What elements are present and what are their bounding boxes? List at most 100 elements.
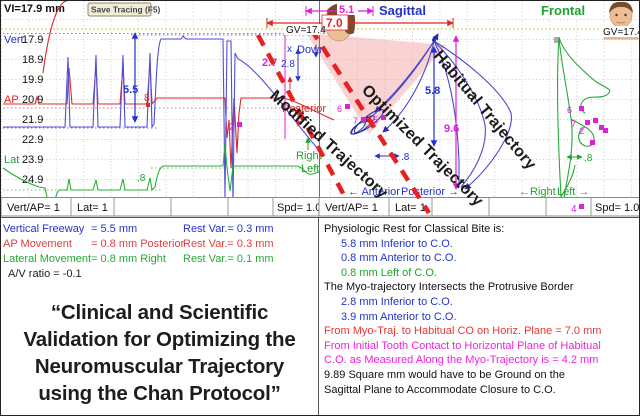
measurement-restvar: Rest Var.= 0.1 mm — [183, 253, 274, 265]
report-line: From Myo-Traj. to Habitual CO on Horiz. … — [324, 325, 602, 338]
status-lat-left: Lat= 1 — [77, 202, 108, 214]
status-spd-left: Spd= 1.0 — [277, 202, 321, 214]
report-line: 5.8 mm Inferior to C.O. — [341, 237, 453, 250]
measurement-restvar: Rest Var.= 0.3 mm — [183, 238, 274, 250]
frontal-marker — [590, 140, 595, 145]
report-section: Vertical Freeway = 5.5 mm Rest Var.= 0.3… — [1, 217, 639, 415]
measurements-panel: Vertical Freeway = 5.5 mm Rest Var.= 0.3… — [1, 218, 319, 415]
measurement-label: Lateral Movement — [3, 253, 92, 265]
measurement-value: = 0.8 mm Right — [91, 253, 166, 265]
report-line: 0.8 mm Anterior to C.O. — [341, 252, 457, 265]
left-label: Left — [301, 163, 319, 175]
status-bar-left: Vert/AP= 1 Lat= 1 Spd= 1.0 — [1, 197, 321, 217]
lat-offset-value: .8 — [137, 173, 146, 184]
bite-marker-5 — [381, 115, 386, 120]
axis-tick: 17.9 — [22, 34, 43, 46]
axis-tick: 24.9 — [22, 174, 43, 186]
frontal-marker — [603, 128, 608, 133]
report-line: C.O. as Measured Along the Myo-Trajector… — [324, 354, 599, 367]
save-tracing-button[interactable]: Save Tracing (F5) — [87, 2, 161, 17]
frontal-start-marker — [554, 37, 560, 43]
report-line: From Initial Tooth Contact to Horizontal… — [324, 339, 601, 352]
ap-trace-start — [42, 1, 68, 74]
report-line: Physiologic Rest for Classical Bite is: — [324, 223, 505, 235]
frontal-marker-6-label: 6 — [567, 105, 572, 115]
status-marker-4 — [579, 204, 584, 209]
frontal-gv-value: GV=17.4 — [603, 27, 640, 38]
val-2-8: 2.8 — [281, 59, 295, 70]
axis-ap-label: AP — [4, 94, 19, 106]
frontal-left-label: Left → — [557, 186, 589, 198]
grind-value: 9.6 — [444, 123, 459, 135]
frontal-marker — [599, 125, 604, 130]
quote-block: “Clinical and Scientific Validation for … — [3, 299, 316, 407]
optimized-trajectory-dash-line — [309, 27, 431, 215]
axis-tick: 23.9 — [22, 154, 43, 166]
down-label: Down — [297, 44, 325, 56]
horiz-value-box — [321, 14, 349, 31]
frontal-panel: Frontal GV=17.4 6 7 2 .8 ←Right — [519, 1, 640, 199]
status-vertap-left: Vert/AP= 1 — [7, 202, 60, 214]
frontal-marker-7-label: 7 — [571, 119, 576, 129]
bite-marker-7 — [361, 117, 366, 122]
frontal-marker-6 — [579, 106, 584, 111]
report-line: 0.8 mm Left of C.O. — [341, 266, 437, 279]
status-vertap-right: Vert/AP= 1 — [325, 202, 378, 214]
save-tracing-button-label: Save Tracing (F5) — [91, 5, 161, 15]
measurement-label: Vertical Freeway — [3, 223, 85, 235]
report-line: Sagittal Plane to Accommodate Closure to… — [324, 383, 556, 396]
status-bar-right: Vert/AP= 1 Lat= 1 4 Spd= 1.0 — [318, 197, 639, 217]
quote-line: Validation for Optimizing the — [23, 328, 296, 352]
axis-lat-label: Lat — [4, 154, 19, 166]
ap-offset-value: 8 — [144, 93, 150, 104]
measurement-label: AP Movement — [3, 238, 72, 250]
frontal-trajectories — [556, 37, 611, 199]
report-line: The Myo-trajectory Intersects the Protru… — [324, 281, 574, 294]
sag-gv-value: GV=17.4 — [286, 25, 326, 36]
report-line: 9.89 Square mm would have to be Ground o… — [324, 368, 565, 381]
co-point — [432, 38, 436, 42]
measurement-value: = 0.8 mm Posterior — [91, 238, 185, 250]
frontal-marker-7 — [585, 120, 590, 125]
measurement-restvar: Rest Var.= 0.3 mm — [183, 223, 274, 235]
ant-value-backing — [337, 3, 358, 15]
modified-trajectory-dash-line — [256, 33, 347, 199]
freeway-value: 5.5 — [123, 84, 138, 96]
measurement-value: = 5.5 mm — [91, 223, 138, 235]
axis-vert-label: Vert — [4, 34, 24, 46]
frontal-marker — [593, 118, 598, 123]
bite-marker-5-label: 5 — [373, 115, 378, 125]
ant-value: 5.1 — [339, 4, 354, 16]
av-ratio: A/V ratio = -0.1 — [8, 268, 82, 280]
event-marker-2-label: 2 — [229, 122, 235, 133]
posterior-label: Posterior — [282, 103, 326, 115]
axis-tick: 19.9 — [22, 74, 43, 86]
axis-tick: 22.9 — [22, 134, 43, 146]
measurement-row: Lateral Movement = 0.8 mm Right Rest Var… — [3, 252, 316, 267]
axis-tick: 18.9 — [22, 54, 43, 66]
status-marker-4-label: 4 — [571, 204, 577, 215]
bite-marker-6-label: 6 — [337, 104, 342, 114]
measurement-row: AP Movement = 0.8 mm Posterior Rest Var.… — [3, 237, 316, 252]
anterior-axis-label: ← Anterior — [348, 186, 400, 198]
status-spd-right: Spd= 1.0 — [595, 202, 639, 214]
ap-offset-marker — [146, 103, 150, 107]
event-marker-2 — [237, 122, 242, 127]
posterior-axis-label: Posterior → — [401, 186, 459, 198]
bite-marker-6 — [345, 104, 350, 109]
tracing-chart-area: VI=17.9 mm Save Tracing (F5) Vert 17.9 1… — [1, 1, 640, 217]
bite-marker-7-label: 7 — [353, 116, 358, 126]
quote-line: Neuromuscular Trajectory — [34, 355, 285, 379]
vert-trace — [3, 35, 320, 204]
inferior-value: 5.8 — [425, 85, 440, 97]
horiz-value: 7.0 — [326, 16, 343, 30]
x-mark: x — [287, 44, 292, 55]
frontal-title: Frontal — [541, 3, 585, 18]
timeseries-panel: VI=17.9 mm Save Tracing (F5) Vert 17.9 1… — [2, 1, 335, 212]
analysis-report-panel: Physiologic Rest for Classical Bite is: … — [319, 218, 639, 415]
status-lat-right: Lat= 1 — [395, 202, 426, 214]
top-measures: 5.1 7.0 GV=17.4 — [266, 3, 454, 36]
vertical-incisal-label: VI=17.9 mm — [4, 3, 65, 15]
sag-lateral-value: .8 — [401, 152, 410, 163]
lat-trace — [2, 143, 320, 212]
